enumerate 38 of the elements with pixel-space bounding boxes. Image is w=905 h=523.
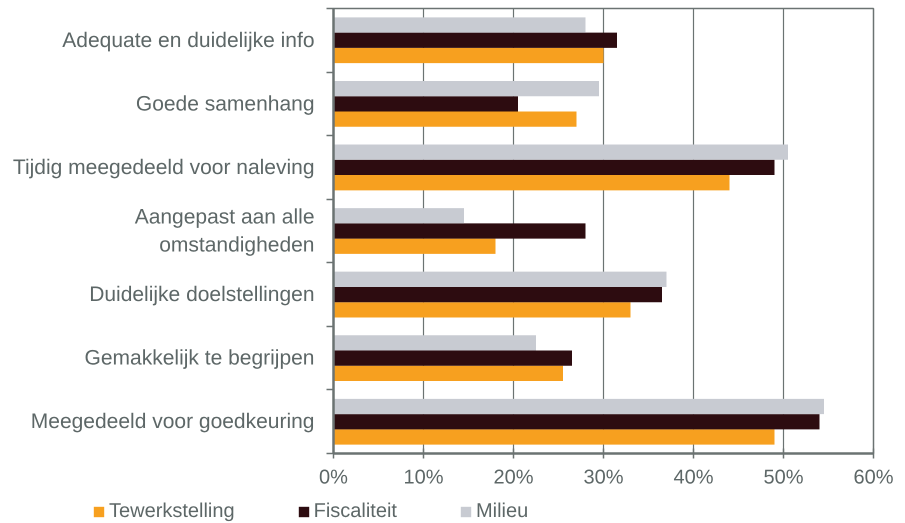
y-tick-label: Tijdig meegedeeld voor naleving: [12, 156, 314, 179]
y-tick-label: Goede samenhang: [136, 92, 315, 116]
bar: [334, 429, 774, 445]
y-tick-label: Duidelijke doelstellingen: [89, 283, 315, 306]
bar: [334, 111, 576, 127]
bar: [334, 208, 464, 224]
y-tick-label: Gemakkelijk te begrijpen: [84, 346, 315, 370]
bar: [334, 398, 824, 414]
x-tick-label: 60%: [853, 466, 894, 488]
bar: [334, 286, 662, 302]
bar: [334, 366, 563, 382]
bar: [334, 80, 599, 96]
x-tick-label: 40%: [673, 466, 714, 488]
legend-label: Tewerkstelling: [109, 500, 235, 523]
x-tick-label: 30%: [583, 466, 624, 488]
x-tick-label: 50%: [763, 466, 804, 488]
bar: [334, 160, 774, 176]
bar: [334, 238, 496, 254]
bar: [334, 17, 586, 33]
y-tick-label: Aangepast aan alle omstandigheden: [134, 206, 315, 256]
x-tick-label: 10%: [403, 466, 444, 488]
bar: [334, 223, 586, 239]
legend-label: Fiscaliteit: [314, 500, 397, 523]
bar: [334, 144, 788, 160]
bar: [334, 96, 518, 112]
bar: [334, 335, 536, 351]
bar: [334, 302, 630, 318]
x-tick-label: 20%: [493, 466, 534, 488]
legend-label: Milieu: [476, 500, 528, 523]
bar: [334, 350, 572, 366]
bar: [334, 32, 617, 48]
bar: [334, 175, 730, 190]
y-tick-label: Adequate en duidelijke info: [62, 28, 315, 52]
bar: [334, 272, 666, 287]
bar: [334, 414, 820, 430]
bar: [334, 48, 604, 64]
x-tick-label: 0%: [319, 466, 348, 488]
y-tick-label: Meegedeeld voor goedkeuring: [30, 410, 315, 434]
